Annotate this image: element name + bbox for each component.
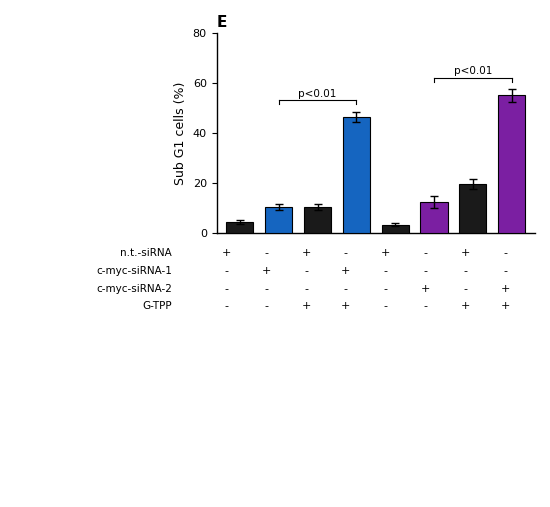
Text: -: -: [224, 284, 228, 294]
Text: -: -: [304, 266, 308, 276]
Text: +: +: [341, 266, 350, 276]
Text: -: -: [304, 284, 308, 294]
Text: -: -: [384, 266, 388, 276]
Text: +: +: [341, 302, 350, 311]
Bar: [265, 207, 292, 233]
Text: -: -: [463, 266, 467, 276]
Y-axis label: Sub G1 cells (%): Sub G1 cells (%): [174, 81, 187, 185]
Text: -: -: [503, 266, 507, 276]
Text: +: +: [222, 248, 231, 259]
Text: -: -: [503, 248, 507, 259]
Text: -: -: [424, 302, 427, 311]
Text: +: +: [262, 266, 271, 276]
Text: -: -: [384, 302, 388, 311]
Text: E: E: [217, 15, 227, 30]
Text: +: +: [421, 284, 430, 294]
Bar: [420, 202, 448, 233]
Bar: [459, 185, 486, 233]
Text: -: -: [424, 266, 427, 276]
Text: -: -: [344, 248, 348, 259]
Text: +: +: [301, 248, 311, 259]
Text: +: +: [381, 248, 390, 259]
Text: +: +: [500, 302, 510, 311]
Bar: [498, 95, 525, 233]
Text: -: -: [384, 284, 388, 294]
Text: n.t.-siRNA: n.t.-siRNA: [120, 248, 172, 259]
Text: c-myc-siRNA-2: c-myc-siRNA-2: [96, 284, 172, 294]
Text: -: -: [265, 284, 268, 294]
Text: -: -: [265, 248, 268, 259]
Bar: [343, 117, 370, 233]
Text: G-TPP: G-TPP: [142, 302, 172, 311]
Text: p<0.01: p<0.01: [454, 66, 492, 77]
Bar: [382, 225, 409, 233]
Text: -: -: [224, 266, 228, 276]
Text: +: +: [461, 302, 470, 311]
Text: -: -: [463, 284, 467, 294]
Text: -: -: [344, 284, 348, 294]
Text: +: +: [301, 302, 311, 311]
Text: c-myc-siRNA-1: c-myc-siRNA-1: [96, 266, 172, 276]
Text: p<0.01: p<0.01: [298, 89, 337, 99]
Text: -: -: [265, 302, 268, 311]
Bar: [304, 207, 331, 233]
Text: +: +: [500, 284, 510, 294]
Text: -: -: [424, 248, 427, 259]
Text: -: -: [224, 302, 228, 311]
Bar: [226, 222, 254, 233]
Text: +: +: [461, 248, 470, 259]
